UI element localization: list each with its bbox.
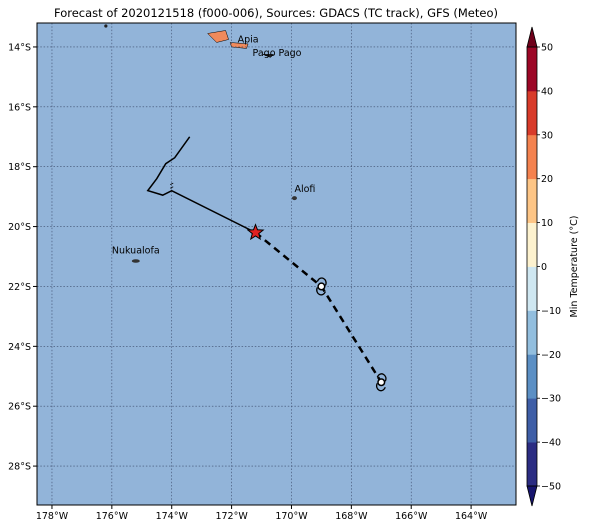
colorbar-tick-label: 50	[541, 43, 553, 54]
cyclone-arm-lower	[375, 382, 386, 392]
colorbar-tick-label: 10	[541, 218, 553, 229]
colorbar-tick-label: 30	[541, 130, 553, 141]
place-label: Alofi	[294, 184, 315, 195]
map-frame	[36, 22, 517, 506]
colorbar: −50 −40 −30 −20 −10 0 10 20 30 40 50 Min Temperatur…	[526, 26, 580, 507]
lon-tick-label: 164°W	[455, 511, 488, 522]
colorbar-tick-label: 20	[541, 174, 553, 185]
colorbar-segment	[527, 398, 537, 443]
colorbar-extend-high	[526, 26, 538, 48]
savaii-island	[207, 30, 229, 43]
map-title: Forecast of 2020121518 (f000-006), Sourc…	[54, 6, 498, 20]
ocean-background	[37, 23, 516, 505]
colorbar-tick-label: −50	[541, 482, 561, 493]
place-label: Pago Pago	[253, 48, 302, 59]
colorbar-tick-label: 0	[541, 262, 547, 273]
lon-tick-label: 174°W	[156, 511, 189, 522]
colorbar-segment	[527, 354, 537, 399]
colorbar-tick-label: −10	[541, 306, 561, 317]
cyclone-arm-upper	[316, 277, 327, 286]
lon-tick-label: 178°W	[36, 511, 69, 522]
colorbar-tick-label: 40	[541, 86, 553, 97]
lon-tick-label: 170°W	[275, 511, 308, 522]
map-plot-area[interactable]: Apia Pago Pago Alofi Nukualofa	[36, 22, 517, 506]
lat-tick-label: 18°S	[8, 162, 31, 173]
niue-island	[291, 196, 297, 201]
colorbar-tick-label: −40	[541, 438, 561, 449]
cyclone-track	[146, 136, 387, 392]
lon-tick-label: 172°W	[215, 511, 248, 522]
colorbar-segment	[527, 222, 537, 267]
land-masses	[104, 24, 297, 263]
cyclone-arm-upper	[376, 373, 387, 382]
current-position-star-icon	[246, 223, 265, 241]
lat-tick-label: 24°S	[8, 342, 31, 353]
cyclone-eye	[377, 378, 386, 387]
cyclone-symbol-icon	[375, 373, 387, 392]
colorbar-tick-label: −30	[541, 394, 561, 405]
lat-tick-label: 14°S	[8, 42, 31, 53]
colorbar-tick-label: −20	[541, 350, 561, 361]
cyclone-symbol-icon	[316, 277, 327, 296]
lat-tick-label: 20°S	[8, 222, 31, 233]
lat-tick-label: 26°S	[8, 402, 31, 413]
upolu-island	[229, 42, 249, 49]
wallis-island	[104, 24, 108, 28]
tongatapu-island	[131, 259, 140, 263]
colorbar-label: Min Temperature (°C)	[569, 216, 580, 318]
colorbar-segment	[527, 90, 537, 136]
graticule	[37, 23, 516, 505]
colorbar-extend-low	[526, 485, 538, 507]
colorbar-segment	[527, 310, 537, 355]
lon-tick-label: 166°W	[395, 511, 428, 522]
cyclone-eye	[317, 282, 326, 291]
place-labels: Apia Pago Pago Alofi Nukualofa	[112, 34, 316, 256]
lat-tick-label: 28°S	[8, 462, 31, 473]
cyclone-arm-lower	[316, 287, 327, 296]
place-label: Apia	[238, 34, 259, 45]
colorbar-segment	[527, 47, 537, 92]
tutuila-island	[262, 54, 275, 58]
colorbar-segment	[527, 134, 537, 180]
colorbar-segment	[527, 178, 537, 223]
colorbar-segment	[527, 442, 537, 487]
place-label: Nukualofa	[112, 246, 160, 257]
vavau-island	[170, 182, 174, 189]
lat-tick-label: 22°S	[8, 282, 31, 293]
lat-tick-label: 16°S	[8, 102, 31, 113]
axis-ticks: 178°W 176°W 174°W 172°W 170°W 168°W 166°W 164°W…	[8, 42, 488, 522]
past-track-line	[146, 136, 256, 234]
lon-tick-label: 168°W	[335, 511, 368, 522]
colorbar-segment	[527, 266, 537, 311]
lon-tick-label: 176°W	[96, 511, 129, 522]
